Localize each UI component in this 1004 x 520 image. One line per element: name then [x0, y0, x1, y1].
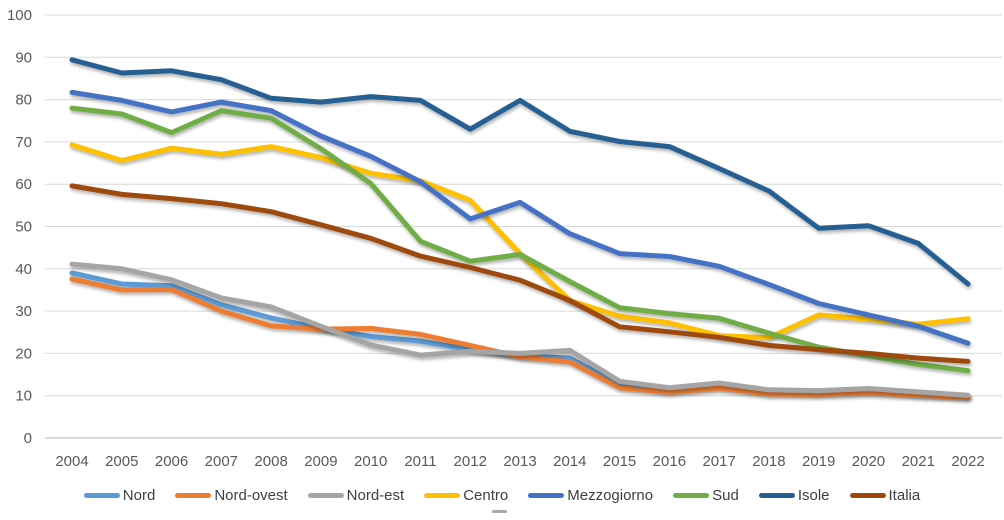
legend-item-italia[interactable]: Italia	[849, 486, 921, 504]
y-tick-label: 90	[15, 49, 32, 66]
y-tick-label: 100	[7, 7, 32, 24]
series-line-sud	[69, 105, 971, 374]
x-tick-label: 2012	[454, 453, 487, 470]
bottom-center-dash	[492, 510, 507, 513]
legend-swatch-icon	[175, 492, 212, 498]
y-tick-label: 10	[15, 388, 32, 405]
series-line-isole	[69, 57, 971, 287]
x-tick-label: 2015	[603, 453, 636, 470]
y-tick-label: 20	[15, 345, 32, 362]
legend-swatch-icon	[673, 492, 710, 498]
legend-label: Centro	[463, 486, 509, 504]
x-tick-label: 2013	[503, 453, 536, 470]
legend-item-mezzogiorno[interactable]: Mezzogiorno	[528, 488, 653, 503]
x-tick-label: 2010	[354, 453, 387, 470]
series-line-nord-est	[69, 261, 971, 398]
x-tick-label: 2018	[752, 453, 785, 470]
y-tick-label: 40	[15, 261, 32, 278]
legend-label: Isole	[797, 486, 830, 504]
legend-swatch-icon	[528, 492, 565, 498]
x-tick-label: 2008	[254, 453, 287, 470]
x-tick-label: 2009	[304, 453, 337, 470]
x-tick-label: 2007	[205, 453, 238, 470]
plot-area: 0 10 20 30 40 50 60 70 80 90 100 2004 2005 2006 2007 20…	[7, 7, 1002, 470]
y-tick-label: 50	[15, 219, 32, 236]
y-tick-label: 80	[15, 92, 32, 109]
legend-swatch-icon	[849, 492, 886, 498]
legend-swatch-icon	[758, 492, 795, 498]
x-tick-label: 2022	[951, 453, 984, 470]
x-tick-label: 2020	[852, 453, 885, 470]
legend-label: Mezzogiorno	[567, 486, 654, 504]
y-tick-label: 0	[24, 430, 32, 447]
legend-label: Nord	[122, 486, 156, 504]
x-tick-label: 2021	[902, 453, 935, 470]
x-tick-label: 2005	[105, 453, 138, 470]
legend-item-sud[interactable]: Sud	[673, 488, 739, 503]
legend-label: Nord-est	[346, 486, 405, 504]
legend-item-centro[interactable]: Centro	[424, 488, 508, 503]
legend-label: Italia	[888, 486, 921, 504]
y-tick-label: 70	[15, 134, 32, 151]
chart-legend: Nord Nord-ovest Nord-est Centro Mezzogiorno S…	[0, 483, 1004, 507]
legend-item-nord-est[interactable]: Nord-est	[307, 486, 405, 504]
series-line-nord-ovest	[69, 276, 971, 400]
y-tick-label: 60	[15, 176, 32, 193]
legend-item-nord[interactable]: Nord	[83, 486, 156, 504]
x-tick-label: 2006	[155, 453, 188, 470]
legend-item-nord-ovest[interactable]: Nord-ovest	[175, 486, 288, 504]
x-tick-label: 2016	[653, 453, 686, 470]
x-tick-label: 2011	[404, 453, 436, 470]
x-tick-label: 2014	[553, 453, 586, 470]
legend-item-isole[interactable]: Isole	[758, 486, 830, 504]
series-line-mezzogiorno	[69, 89, 971, 346]
x-tick-label: 2017	[702, 453, 735, 470]
legend-label: Nord-ovest	[214, 486, 288, 504]
legend-swatch-icon	[424, 492, 461, 498]
legend-swatch-icon	[83, 492, 120, 498]
y-tick-label: 30	[15, 303, 32, 320]
legend-label: Sud	[712, 486, 739, 504]
x-tick-label: 2004	[55, 453, 88, 470]
x-tick-label: 2019	[802, 453, 835, 470]
legend-swatch-icon	[307, 492, 344, 498]
series-line-italia	[69, 183, 971, 364]
